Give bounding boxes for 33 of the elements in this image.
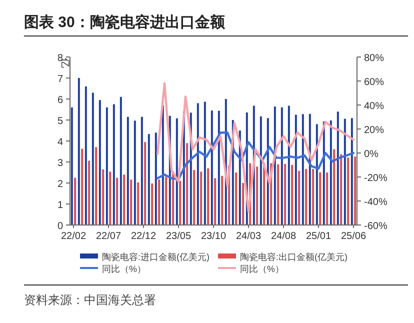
- x-tick-label: 23/10: [200, 231, 226, 242]
- y-tick-label: 1: [57, 200, 64, 211]
- y2-tick-label: 60%: [364, 77, 384, 88]
- x-tick-label: 24/08: [270, 231, 296, 242]
- legend-label: 陶瓷电容:出口金额(亿美元): [240, 252, 348, 262]
- y2-tick-label: 40%: [364, 101, 384, 112]
- legend-label: 同比（%）: [102, 264, 146, 274]
- x-tick-label: 23/05: [166, 231, 192, 242]
- legend-label: 同比（%）: [240, 264, 284, 274]
- x-tick-label: 22/07: [96, 231, 122, 242]
- y-tick-label: 5: [57, 116, 64, 127]
- x-tick-label: 24/03: [236, 231, 262, 242]
- y2-tick-label: 80%: [364, 53, 384, 64]
- line-series: [156, 82, 355, 213]
- x-tick-label: 25/01: [306, 231, 332, 242]
- y-tick-label: 6: [57, 95, 64, 106]
- y2-tick-label: 20%: [364, 125, 384, 136]
- y-tick-label: 4: [57, 137, 64, 148]
- y2-tick-label: -40%: [364, 197, 388, 208]
- x-tick-label: 22/12: [130, 231, 156, 242]
- y-tick-label: 2: [57, 179, 64, 190]
- y-tick-label: 7: [57, 74, 64, 85]
- chart-title: 图表 30：陶瓷电容进出口金额: [24, 13, 226, 31]
- y2-tick-label: -20%: [364, 173, 388, 184]
- x-tick-label: 25/06: [340, 231, 366, 242]
- y2-tick-label: -60%: [364, 221, 388, 232]
- y-tick-label: 0: [57, 221, 64, 232]
- x-tick-label: 22/02: [60, 231, 86, 242]
- line-series: [156, 132, 355, 180]
- legend-label: 陶瓷电容:进口金额(亿美元): [102, 252, 210, 262]
- y2-tick-label: 0%: [364, 149, 379, 160]
- y-tick-label: 3: [57, 158, 64, 169]
- text: 资料来源：中国海关总署: [24, 293, 156, 307]
